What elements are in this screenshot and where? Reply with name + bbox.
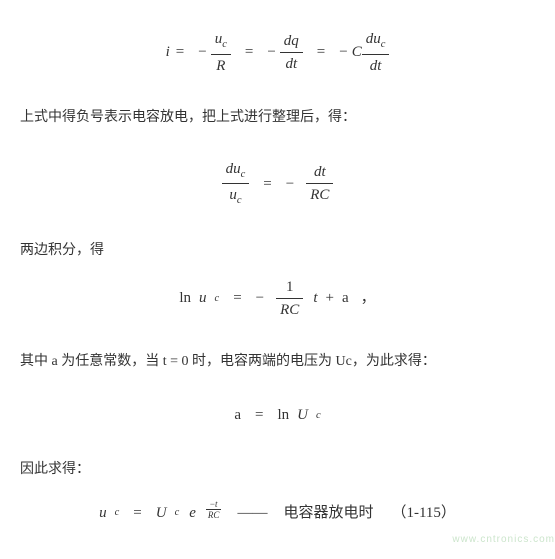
eq1-term2: − dq dt xyxy=(267,32,302,73)
eq1-lhs: i = xyxy=(166,41,191,64)
paragraph-4: 因此求得： xyxy=(20,457,535,482)
den-r: R xyxy=(216,58,225,74)
dash-separator: —— xyxy=(237,502,267,525)
den-u: u xyxy=(229,187,237,203)
sub-c: c xyxy=(222,39,227,50)
den-dt: dt xyxy=(285,56,297,72)
minus-sign: − xyxy=(286,173,294,196)
sub-c: c xyxy=(381,39,386,50)
minus-sign: − xyxy=(256,287,264,310)
var-uc-cap: U xyxy=(297,404,308,427)
exp-rc: RC xyxy=(208,510,220,520)
sub-c: c xyxy=(237,195,242,206)
fraction-duc-over-dt: duc dt xyxy=(362,30,390,75)
paragraph-2: 两边积分，得 xyxy=(20,238,535,263)
equals-sign: = xyxy=(233,287,241,310)
equals-sign: = xyxy=(133,502,141,525)
fraction-dq-over-dt: dq dt xyxy=(280,32,303,73)
ln-operator: ln xyxy=(179,287,191,310)
fraction-dt-over-rc: dt RC xyxy=(306,163,333,204)
sub-c: c xyxy=(175,505,180,521)
num-dq: dq xyxy=(284,33,299,49)
var-u: u xyxy=(99,502,107,525)
equation-5: uc = Uc e −t RC —— 电容器放电时 （1-115） xyxy=(20,502,535,525)
exponent-fraction: −t RC xyxy=(206,500,222,520)
const-a: a xyxy=(234,404,241,427)
fraction-uc-over-r: uc R xyxy=(211,30,231,75)
coef-c: C xyxy=(352,41,362,64)
euler-e: e xyxy=(189,502,196,525)
equals-sign: = xyxy=(255,404,263,427)
var-u: u xyxy=(199,287,207,310)
sub-c: c xyxy=(241,169,246,180)
minus-sign: − xyxy=(267,41,275,64)
num-dt: dt xyxy=(314,164,326,180)
eq1-term3: − C duc dt xyxy=(339,30,389,75)
watermark-text: www.cntronics.com xyxy=(452,532,555,547)
equation-1: i = − uc R = − dq dt = − C duc dt xyxy=(20,30,535,75)
eq1-term1: − uc R xyxy=(198,30,231,75)
sub-c: c xyxy=(215,291,220,307)
equals-sign: = xyxy=(263,173,271,196)
const-a: a xyxy=(342,287,349,310)
den-rc: RC xyxy=(280,302,299,318)
num-du: du xyxy=(226,161,241,177)
num-1: 1 xyxy=(286,279,294,295)
num-du: du xyxy=(366,31,381,47)
sub-c: c xyxy=(115,505,120,521)
paragraph-3: 其中 a 为任意常数，当 t = 0 时，电容两端的电压为 Uc，为此求得： xyxy=(20,349,535,374)
fraction-1-over-rc: 1 RC xyxy=(276,278,303,319)
minus-sign: − xyxy=(339,41,347,64)
equation-2: duc uc = − dt RC xyxy=(20,160,535,208)
plus-sign: + xyxy=(325,287,333,310)
equation-number: （1-115） xyxy=(391,502,455,525)
equals-sign: = xyxy=(317,41,325,64)
equals-sign: = xyxy=(176,41,184,64)
var-i: i xyxy=(166,41,170,64)
den-dt: dt xyxy=(370,58,382,74)
sub-c: c xyxy=(316,408,321,424)
equals-sign: = xyxy=(245,41,253,64)
equation-4: a = ln Uc xyxy=(20,404,535,427)
equation-note: 电容器放电时 xyxy=(283,502,373,525)
var-t: t xyxy=(313,287,317,310)
paragraph-1: 上式中得负号表示电容放电，把上式进行整理后，得： xyxy=(20,105,535,130)
equation-3: ln uc = − 1 RC t + a ， xyxy=(20,278,535,319)
den-rc: RC xyxy=(310,187,329,203)
var-uc-cap: U xyxy=(156,502,167,525)
ln-operator: ln xyxy=(277,404,289,427)
comma: ， xyxy=(361,287,376,310)
minus-sign: − xyxy=(198,41,206,64)
exp-t: t xyxy=(215,499,218,509)
fraction-duc-over-uc: duc uc xyxy=(222,160,250,208)
